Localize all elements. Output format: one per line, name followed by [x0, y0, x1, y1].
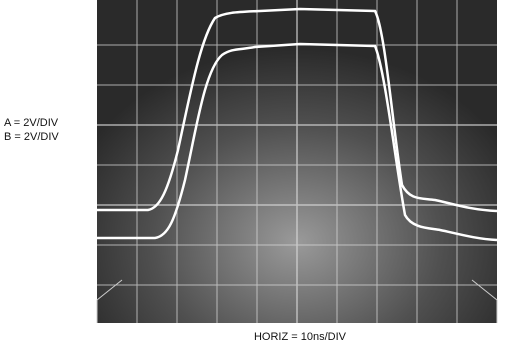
screen-corner — [96, 279, 498, 323]
horizontal-label: HORIZ = 10ns/DIV — [254, 331, 347, 343]
trace-b — [97, 42, 498, 242]
channel-b-label: B = 2V/DIV — [4, 131, 59, 143]
trace-a — [97, 7, 498, 213]
channel-a-label: A = 2V/DIV — [4, 117, 59, 129]
